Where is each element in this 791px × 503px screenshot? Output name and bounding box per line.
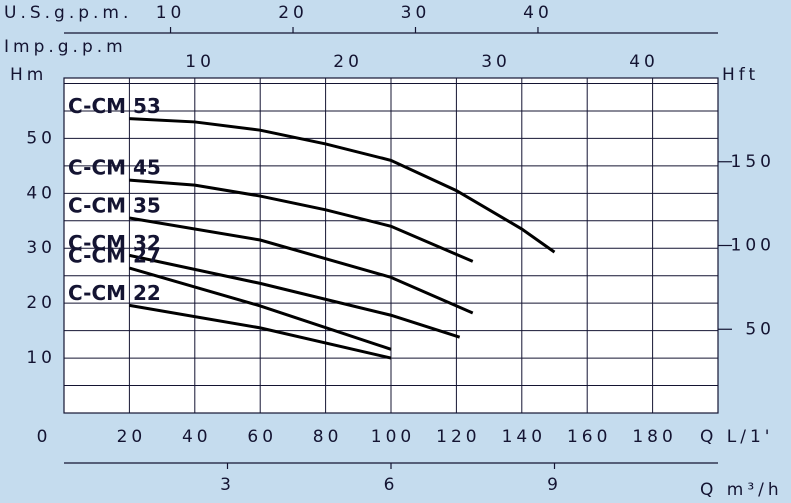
x-tick-label: 60 [247, 427, 277, 447]
x-tick-label: 0 [37, 427, 52, 447]
pump-curve [129, 117, 556, 254]
us-gpm-label: U.S.g.p.m. [4, 3, 132, 23]
x-axis-label: Q L/1' [700, 427, 773, 447]
x-tick-label: 80 [313, 427, 343, 447]
pump-curve [129, 178, 474, 263]
x-tick-label: 20 [117, 427, 147, 447]
curve-label: C-CM 22 [68, 281, 161, 305]
curve-label: C-CM 32 [68, 231, 161, 255]
axis-tick-label: 30 [481, 52, 511, 72]
curve-label: C-CM 53 [68, 94, 161, 118]
imp-gpm-label: Imp.g.p.m [4, 37, 127, 57]
x-tick-label: 140 [502, 427, 546, 447]
pump-curve [129, 253, 461, 339]
y-tick-label: 20 [26, 293, 56, 313]
axis-tick-label: 40 [523, 3, 553, 23]
curve-label: C-CM 45 [68, 156, 161, 180]
axis-tick-label: 20 [278, 3, 308, 23]
x-tick-label: 180 [632, 427, 676, 447]
pump-curve [129, 303, 392, 360]
curve-label: C-CM 27 [68, 244, 161, 268]
plot-border [63, 77, 719, 414]
x-tick-label: 160 [567, 427, 611, 447]
y-tick-label: 10 [26, 348, 56, 368]
pump-curve [129, 216, 474, 315]
axis-tick-label: 3 [220, 475, 235, 495]
y-tick-label: 30 [26, 238, 56, 258]
axis-tick-label: 6 [384, 475, 399, 495]
axis-tick-label: 40 [629, 52, 659, 72]
y2-tick-label: 100 [731, 236, 775, 256]
axis-tick-label: 10 [185, 52, 215, 72]
y2-axis-label: Hft [722, 65, 759, 85]
y2-tick-label: 50 [745, 319, 775, 339]
axis-tick-label: 9 [547, 475, 562, 495]
y-tick-label: 50 [26, 128, 56, 148]
axis-tick-label: 10 [156, 3, 186, 23]
x-tick-label: 120 [436, 427, 480, 447]
y-axis-label: Hm [10, 65, 47, 85]
axis-tick-label: 20 [333, 52, 363, 72]
m3h-axis-label: Q m³/h [700, 480, 783, 500]
pump-curve [128, 266, 392, 351]
curve-label: C-CM 35 [68, 194, 161, 218]
x-tick-label: 100 [371, 427, 415, 447]
axis-tick-label: 30 [401, 3, 431, 23]
y-tick-label: 40 [26, 183, 56, 203]
y2-tick-label: 150 [731, 152, 775, 172]
x-tick-label: 40 [182, 427, 212, 447]
